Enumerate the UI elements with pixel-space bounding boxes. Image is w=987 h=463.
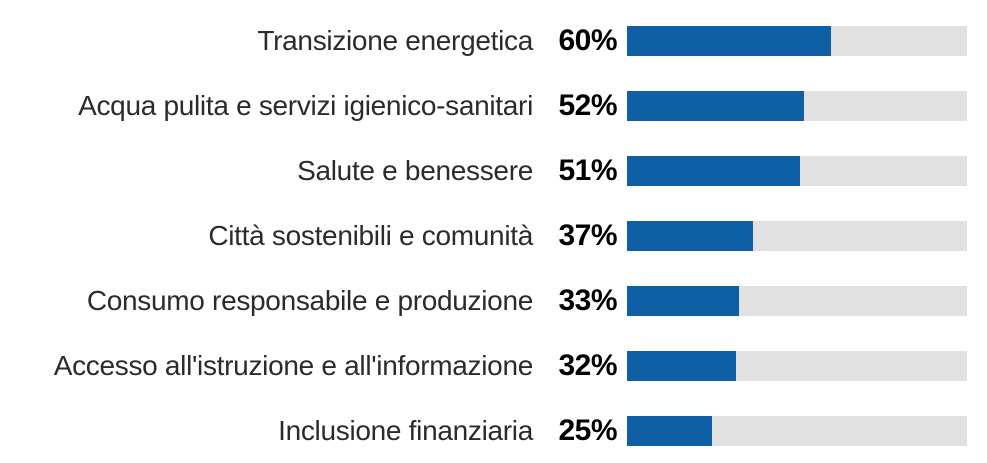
value-label: 60% — [558, 24, 617, 58]
value-label: 52% — [558, 89, 617, 123]
bar-track — [627, 285, 967, 316]
chart-row: Città sostenibili e comunità 37% — [0, 204, 967, 269]
bar-track — [627, 91, 967, 122]
value-label: 25% — [558, 413, 617, 447]
chart-row: Salute e benessere 51% — [0, 139, 967, 204]
bar-track — [627, 26, 967, 57]
category-label: Città sostenibili e comunità — [208, 220, 533, 251]
value-label: 33% — [558, 283, 617, 317]
bar-fill — [627, 91, 804, 122]
category-label: Acqua pulita e servizi igienico-sanitari — [78, 90, 533, 122]
bar-fill — [627, 350, 736, 381]
chart-row: Inclusione finanziaria 25% — [0, 398, 967, 463]
bar-track — [627, 350, 967, 381]
category-label: Inclusione finanziaria — [278, 414, 533, 446]
value-label: 32% — [558, 348, 617, 382]
value-label: 51% — [558, 154, 617, 188]
bar-fill — [627, 285, 740, 316]
category-label: Accesso all'istruzione e all'informazion… — [53, 349, 534, 381]
chart-row: Consumo responsabile e produzione 33% — [0, 268, 967, 333]
chart-row: Accesso all'istruzione e all'informazion… — [0, 333, 967, 398]
bar-fill — [627, 156, 801, 187]
chart-row: Transizione energetica 60% — [0, 9, 967, 74]
value-label: 37% — [558, 219, 617, 252]
category-label: Salute e benessere — [297, 155, 533, 187]
category-label: Consumo responsabile e produzione — [86, 284, 533, 316]
bar-track — [627, 415, 967, 446]
bar-track — [627, 221, 967, 251]
category-label: Transizione energetica — [257, 25, 533, 57]
bar-fill — [627, 221, 753, 251]
bar-fill — [627, 26, 831, 57]
bar-fill — [627, 415, 712, 446]
chart-row: Acqua pulita e servizi igienico-sanitari… — [0, 74, 967, 139]
bar-track — [627, 156, 967, 187]
